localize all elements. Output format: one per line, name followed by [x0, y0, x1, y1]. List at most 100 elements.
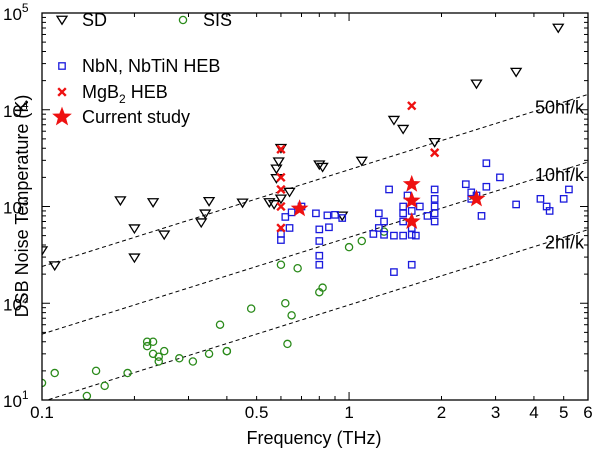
reference-line-50hf/k: [42, 93, 588, 267]
data-point: [331, 210, 339, 219]
data-point: [82, 391, 92, 400]
data-point: [374, 209, 383, 218]
reference-line-2hf/k: [45, 229, 588, 400]
data-point: [315, 237, 324, 245]
data-point: [154, 357, 163, 366]
x-tick-label: 5: [559, 403, 568, 422]
data-point: [287, 208, 296, 217]
data-point: [146, 198, 160, 208]
data-point: [195, 218, 208, 229]
data-point: [470, 79, 483, 90]
data-point: [545, 207, 554, 215]
data-point: [390, 231, 398, 240]
data-point: [281, 213, 290, 221]
x-tick-label: 4: [529, 403, 538, 422]
data-point: [276, 223, 286, 233]
data-point: [536, 194, 545, 203]
data-point: [315, 260, 324, 269]
legend-label: NbN, NbTiN HEB: [82, 56, 220, 76]
data-point: [283, 339, 292, 349]
axis-ticks: [41, 13, 589, 401]
data-point: [50, 368, 59, 378]
x-tick-label: 0.5: [245, 403, 269, 422]
data-point: [467, 189, 486, 207]
data-point: [276, 201, 286, 212]
data-point: [123, 368, 132, 378]
legend-marker: [57, 87, 67, 97]
data-point: [325, 223, 333, 232]
data-point: [496, 173, 504, 182]
series-square: [277, 159, 573, 276]
data-point: [396, 124, 410, 135]
data-point: [267, 200, 281, 210]
data-point: [293, 264, 302, 273]
data-point: [159, 346, 169, 356]
data-point: [128, 224, 141, 235]
x-axis-tick-labels: 0.1 0.5 1 2 3 4 5 6: [30, 403, 593, 422]
y-axis-title: DSB Noise Temperature (K): [12, 95, 32, 318]
x-tick-label: 3: [491, 403, 500, 422]
data-point: [272, 157, 285, 168]
data-point: [430, 148, 440, 158]
data-point: [423, 212, 432, 220]
data-point: [415, 202, 424, 211]
reference-line-label: 2hf/k: [545, 233, 585, 253]
x-tick-label: 1: [344, 403, 353, 422]
data-point: [263, 198, 276, 208]
legend-marker: [58, 62, 66, 70]
data-point: [100, 381, 109, 391]
data-point: [276, 184, 286, 195]
data-point: [399, 202, 407, 211]
data-point: [215, 320, 225, 329]
data-point: [430, 202, 439, 211]
data-point: [559, 194, 568, 203]
data-point: [316, 162, 329, 173]
data-point: [428, 137, 441, 148]
data-point: [344, 242, 354, 252]
x-axis-title: Frequency (THz): [246, 428, 381, 448]
data-point: [430, 209, 439, 218]
reference-line-label: 10hf/k: [535, 165, 585, 185]
data-point: [380, 230, 388, 239]
legend-label: SD: [82, 10, 107, 30]
data-point: [281, 298, 290, 308]
data-point: [402, 212, 421, 230]
reference-line-labels: 50hf/k 10hf/k 2hf/k: [535, 97, 585, 252]
data-point: [236, 198, 249, 209]
data-point: [482, 182, 491, 191]
data-points: [42, 23, 573, 400]
series-circle: [42, 227, 389, 400]
data-point: [202, 196, 216, 207]
data-point: [565, 185, 573, 194]
data-point: [374, 224, 383, 232]
data-point: [355, 156, 368, 167]
data-point: [276, 260, 286, 269]
legend-marker: [178, 15, 188, 25]
data-point: [142, 337, 152, 347]
x-tick-label: 0.1: [30, 403, 54, 422]
series-x: [276, 101, 440, 233]
data-point: [315, 251, 324, 260]
data-point: [407, 260, 416, 269]
data-point: [285, 224, 294, 232]
legend-item: Current study: [52, 106, 190, 127]
data-point: [387, 115, 401, 126]
data-point: [399, 209, 407, 218]
data-point: [369, 230, 378, 238]
data-point: [482, 159, 491, 168]
legend-item: MgB2 HEB: [57, 82, 168, 106]
x-tick-label: 6: [583, 403, 592, 422]
legend-item: SD: [55, 10, 107, 30]
series-triangle-down: [42, 23, 565, 272]
y-axis-tick-labels: 101 102 103 104 105: [3, 1, 29, 411]
data-point: [270, 164, 283, 175]
data-point: [313, 160, 326, 171]
legend-label: SIS: [203, 10, 232, 30]
y-tick-label: 104: [3, 98, 29, 121]
data-point: [114, 196, 127, 207]
data-point: [287, 311, 296, 320]
reference-line-10hf/k: [42, 161, 588, 335]
data-point: [402, 191, 421, 209]
